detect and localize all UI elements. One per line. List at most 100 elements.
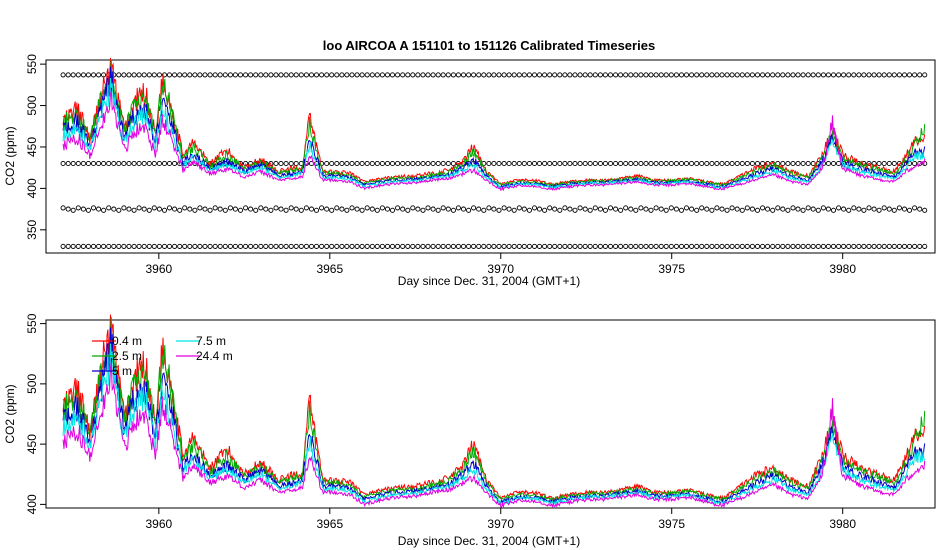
calibration-point bbox=[577, 205, 583, 211]
calibration-point bbox=[830, 243, 837, 249]
y-tick-label: 550 bbox=[25, 313, 39, 333]
calibration-point bbox=[886, 243, 892, 249]
calibration-point bbox=[430, 160, 436, 167]
calibration-point bbox=[400, 72, 406, 78]
y-tick-label: 550 bbox=[25, 54, 39, 74]
calibration-point bbox=[374, 160, 380, 167]
calibration-point bbox=[516, 72, 522, 78]
calibration-point bbox=[557, 207, 563, 213]
calibration-point bbox=[638, 72, 644, 78]
calibration-point bbox=[643, 206, 649, 212]
calibration-point bbox=[734, 243, 740, 249]
calibration-point bbox=[876, 207, 882, 213]
calibration-point bbox=[836, 205, 842, 211]
series-lines bbox=[62, 57, 926, 192]
calibration-point bbox=[597, 206, 603, 212]
calibration-point bbox=[182, 72, 188, 78]
calibration-point bbox=[501, 243, 507, 249]
calibration-point bbox=[440, 160, 446, 167]
calibration-point bbox=[744, 160, 750, 167]
calibration-point bbox=[141, 243, 147, 249]
calibration-point bbox=[785, 207, 791, 213]
x-tick-label: 3970 bbox=[487, 262, 514, 276]
calibration-point bbox=[455, 205, 461, 211]
calibration-point bbox=[202, 206, 208, 212]
calibration-point bbox=[313, 207, 320, 213]
calibration-point bbox=[906, 72, 913, 78]
calibration-point bbox=[613, 160, 619, 167]
calibration-point bbox=[435, 207, 441, 213]
calibration-point bbox=[912, 160, 918, 167]
calibration-point bbox=[628, 160, 634, 167]
calibration-point bbox=[293, 72, 299, 78]
calibration-point bbox=[177, 72, 183, 78]
calibration-point bbox=[511, 160, 517, 167]
calibration-point bbox=[825, 72, 831, 78]
calibration-point bbox=[841, 243, 847, 249]
calibration-point bbox=[602, 160, 608, 167]
calibration-point bbox=[283, 207, 289, 213]
calibration-point bbox=[359, 72, 365, 78]
calibration-point bbox=[552, 206, 558, 212]
calibration-point bbox=[349, 243, 355, 249]
calibration-point bbox=[562, 243, 568, 249]
calibration-point bbox=[922, 72, 928, 78]
calibration-point bbox=[623, 72, 629, 78]
calibration-point bbox=[567, 206, 573, 212]
calibration-point bbox=[420, 160, 426, 167]
calibration-point bbox=[856, 72, 862, 78]
calibration-point bbox=[298, 72, 304, 78]
calibration-point bbox=[248, 206, 254, 212]
calibration-point bbox=[876, 72, 882, 78]
y-tick-label: 400 bbox=[25, 178, 39, 198]
calibration-point bbox=[638, 243, 644, 249]
calibration-point bbox=[116, 72, 122, 78]
calibration-point bbox=[714, 205, 720, 211]
calibration-point bbox=[749, 206, 755, 212]
calibration-point bbox=[324, 206, 330, 212]
calibration-point bbox=[694, 72, 700, 78]
calibration-point bbox=[516, 243, 522, 249]
calibration-point bbox=[694, 160, 700, 167]
calibration-point bbox=[866, 72, 872, 78]
calibration-point bbox=[618, 207, 624, 213]
calibration-point bbox=[760, 243, 766, 249]
calibration-point bbox=[116, 207, 122, 213]
calibration-point bbox=[313, 243, 320, 249]
calibration-point bbox=[547, 205, 553, 211]
calibration-point bbox=[435, 160, 441, 167]
calibration-point bbox=[415, 160, 421, 167]
calibration-point bbox=[161, 243, 168, 249]
calibration-point bbox=[881, 72, 887, 78]
calibration-point bbox=[212, 72, 218, 78]
y-tick-label: 500 bbox=[25, 374, 39, 394]
series-line bbox=[62, 59, 926, 188]
calibration-point bbox=[278, 72, 284, 78]
calibration-point bbox=[405, 207, 411, 213]
calibration-point bbox=[248, 72, 254, 78]
calibration-point bbox=[896, 243, 902, 249]
calibration-point bbox=[820, 205, 826, 211]
calibration-point bbox=[308, 243, 315, 249]
calibration-point bbox=[151, 243, 157, 249]
calibration-point bbox=[861, 72, 867, 78]
calibration-point bbox=[871, 72, 877, 78]
calibration-point bbox=[445, 72, 451, 78]
calibration-point bbox=[486, 160, 492, 167]
calibration-point bbox=[582, 160, 588, 167]
y-tick-label: 500 bbox=[25, 95, 39, 115]
calibration-point bbox=[425, 160, 431, 167]
calibration-point bbox=[243, 72, 249, 78]
calibration-point bbox=[506, 72, 512, 78]
calibration-point bbox=[212, 243, 218, 249]
calibration-point bbox=[329, 160, 335, 167]
calibration-point bbox=[207, 72, 213, 78]
calibration-point bbox=[217, 206, 223, 212]
calibration-point bbox=[623, 160, 629, 167]
calibration-point bbox=[481, 207, 487, 213]
calibration-point bbox=[151, 72, 157, 78]
calibration-point bbox=[901, 206, 908, 212]
calibration-point bbox=[577, 72, 583, 78]
calibration-point bbox=[430, 72, 436, 78]
calibration-point bbox=[379, 160, 385, 167]
